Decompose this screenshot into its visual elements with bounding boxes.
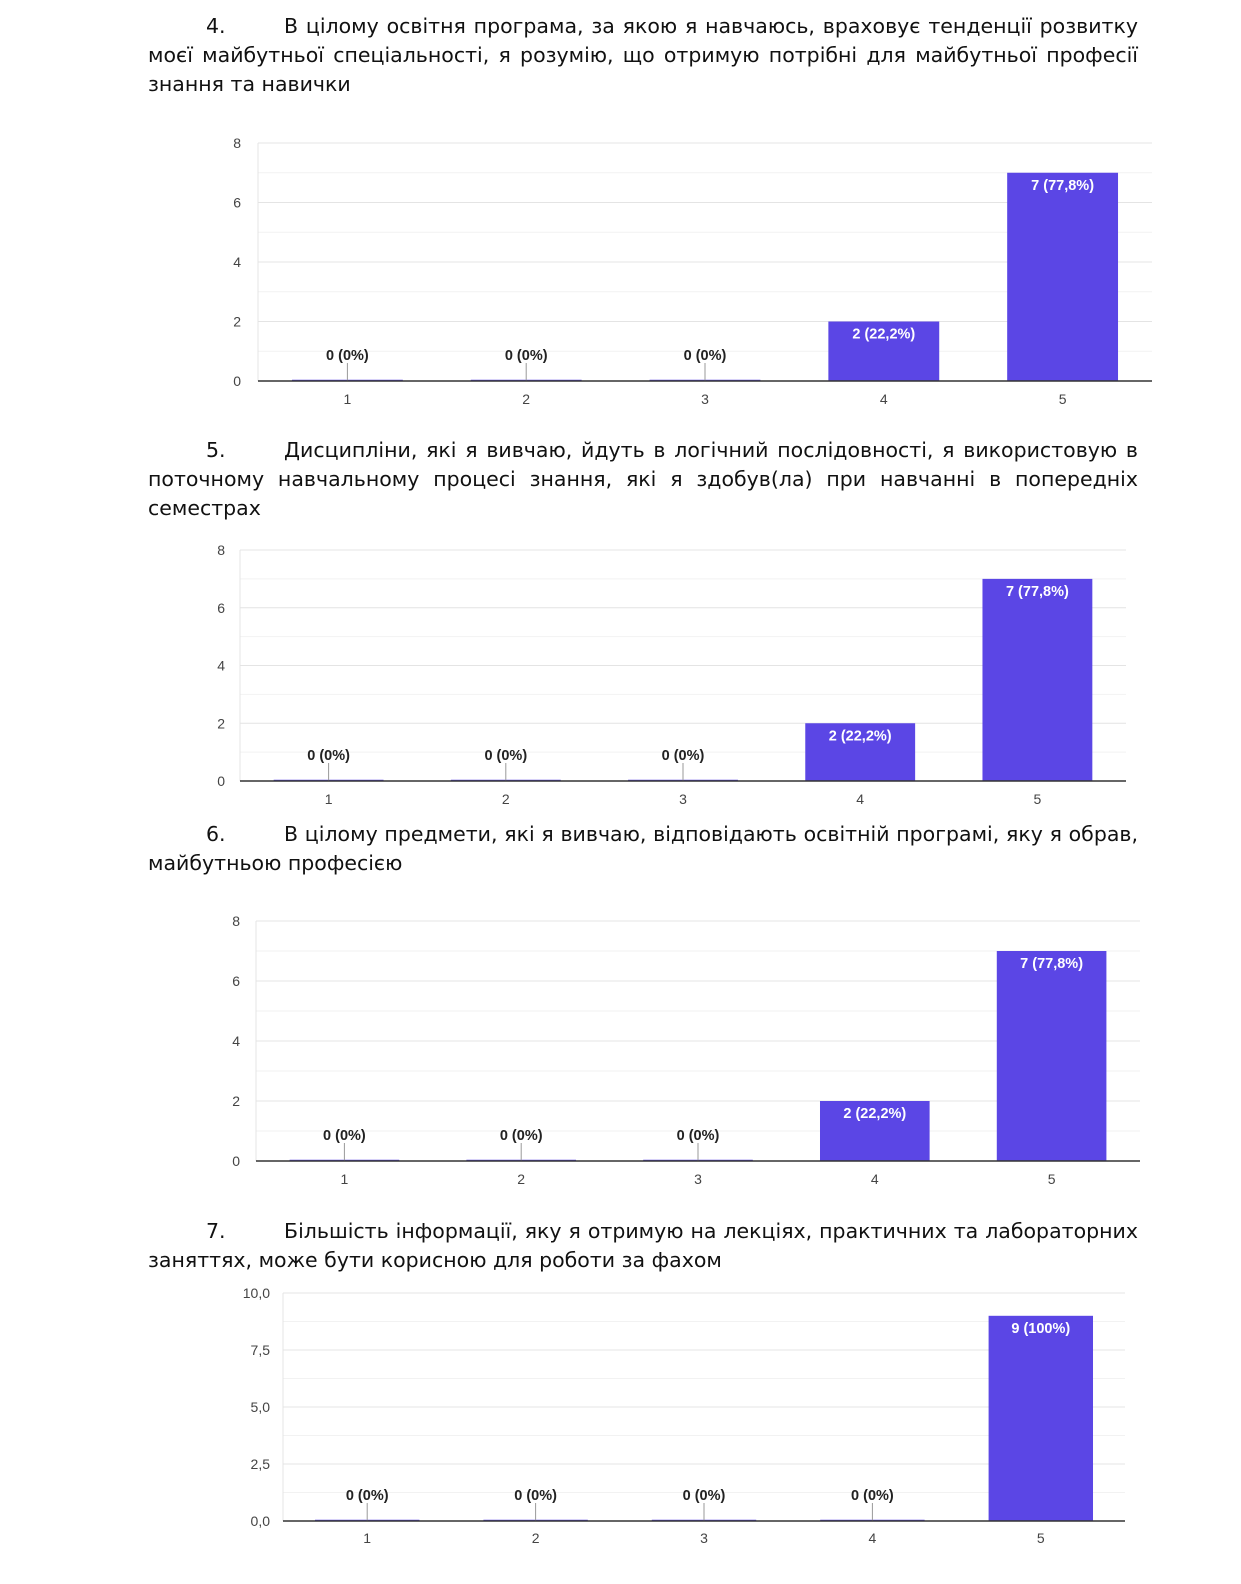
x-tick-label: 1: [325, 791, 333, 807]
data-label: 0 (0%): [677, 1128, 720, 1144]
bar: [988, 1315, 1094, 1521]
data-label: 0 (0%): [346, 1488, 389, 1504]
y-tick-label: 4: [217, 658, 225, 674]
x-tick-label: 4: [871, 1171, 879, 1187]
data-label: 0 (0%): [500, 1128, 543, 1144]
bar: [828, 321, 940, 381]
y-tick-label: 2: [217, 715, 225, 731]
y-tick-label: 4: [233, 254, 241, 270]
bar: [996, 951, 1107, 1161]
x-tick-label: 5: [1034, 791, 1042, 807]
data-label: 7 (77,8%): [1006, 584, 1069, 600]
data-label: 9 (100%): [1011, 1321, 1070, 1337]
y-tick-label: 0: [232, 1153, 240, 1169]
x-tick-label: 4: [880, 391, 888, 407]
data-label: 0 (0%): [323, 1128, 366, 1144]
y-tick-label: 5,0: [251, 1399, 271, 1415]
y-tick-label: 6: [217, 600, 225, 616]
x-tick-label: 5: [1048, 1171, 1056, 1187]
y-tick-label: 6: [233, 195, 241, 211]
y-tick-label: 10,0: [243, 1285, 270, 1301]
data-label: 0 (0%): [684, 348, 727, 364]
question-4: 4. В цілому освітня програма, за якою я н…: [148, 12, 1138, 99]
bar: [1007, 172, 1119, 381]
data-label: 0 (0%): [307, 748, 350, 764]
x-tick-label: 5: [1059, 391, 1067, 407]
data-label: 0 (0%): [326, 348, 369, 364]
data-label: 0 (0%): [851, 1488, 894, 1504]
question-7: 7. Більшість інформації, яку я отримую на…: [148, 1217, 1138, 1275]
x-tick-label: 3: [700, 1530, 708, 1546]
data-label: 2 (22,2%): [829, 728, 892, 744]
data-label: 0 (0%): [514, 1488, 557, 1504]
y-tick-label: 2,5: [251, 1456, 271, 1472]
x-tick-label: 4: [869, 1530, 877, 1546]
y-tick-label: 4: [232, 1033, 240, 1049]
y-tick-label: 2: [232, 1093, 240, 1109]
x-tick-label: 3: [679, 791, 687, 807]
y-tick-label: 2: [233, 314, 241, 330]
bar: [805, 723, 916, 781]
x-tick-label: 4: [856, 791, 864, 807]
x-tick-label: 3: [701, 391, 709, 407]
question-number: 5.: [206, 438, 226, 462]
y-tick-label: 8: [233, 135, 241, 151]
y-tick-label: 0: [233, 373, 241, 389]
x-tick-label: 2: [532, 1530, 540, 1546]
x-tick-label: 1: [341, 1171, 349, 1187]
data-label: 0 (0%): [662, 748, 705, 764]
x-tick-label: 5: [1037, 1530, 1045, 1546]
question-text: Дисципліни, які я вивчаю, йдуть в логічн…: [148, 438, 1138, 520]
x-tick-label: 2: [517, 1171, 525, 1187]
x-tick-label: 1: [363, 1530, 371, 1546]
data-label: 2 (22,2%): [852, 327, 915, 343]
question-text: Більшість інформації, яку я отримую на л…: [148, 1219, 1138, 1272]
y-tick-label: 8: [232, 913, 240, 929]
bar: [982, 578, 1093, 781]
y-tick-label: 8: [217, 542, 225, 558]
x-tick-label: 1: [344, 391, 352, 407]
question-text: В цілому освітня програма, за якою я нав…: [148, 14, 1138, 96]
data-label: 2 (22,2%): [843, 1106, 906, 1122]
y-tick-label: 0,0: [251, 1513, 271, 1529]
question-5: 5. Дисципліни, які я вивчаю, йдуть в логі…: [148, 436, 1138, 523]
data-label: 7 (77,8%): [1020, 956, 1083, 972]
x-tick-label: 2: [522, 391, 530, 407]
question-number: 7.: [206, 1219, 226, 1243]
question-number: 6.: [206, 822, 226, 846]
data-label: 7 (77,8%): [1031, 178, 1094, 194]
data-label: 0 (0%): [484, 748, 527, 764]
x-tick-label: 3: [694, 1171, 702, 1187]
y-tick-label: 6: [232, 973, 240, 989]
y-tick-label: 7,5: [251, 1342, 271, 1358]
data-label: 0 (0%): [505, 348, 548, 364]
y-tick-label: 0: [217, 773, 225, 789]
question-number: 4.: [206, 14, 226, 38]
question-6: 6. В цілому предмети, які я вивчаю, відпо…: [148, 820, 1138, 878]
question-text: В цілому предмети, які я вивчаю, відпові…: [148, 822, 1138, 875]
data-label: 0 (0%): [683, 1488, 726, 1504]
x-tick-label: 2: [502, 791, 510, 807]
bar: [819, 1101, 930, 1161]
